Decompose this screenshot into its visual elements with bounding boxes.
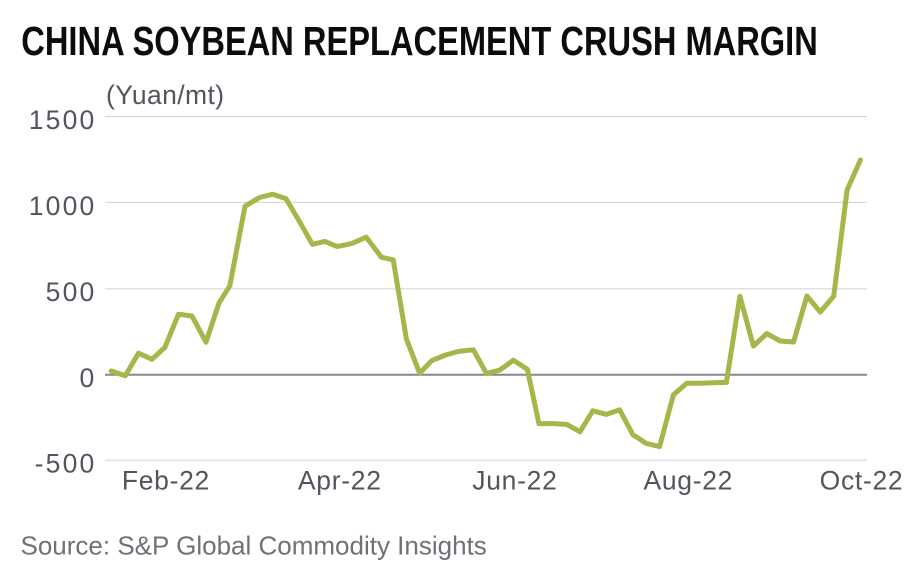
svg-text:Source: S&P Global Commodity I: Source: S&P Global Commodity Insights — [21, 531, 487, 561]
svg-text:0: 0 — [80, 363, 97, 393]
svg-text:CHINA SOYBEAN REPLACEMENT CRUS: CHINA SOYBEAN REPLACEMENT CRUSH MARGIN — [21, 18, 818, 63]
svg-text:Aug-22: Aug-22 — [643, 466, 733, 496]
svg-text:1500: 1500 — [29, 105, 97, 135]
svg-text:Jun-22: Jun-22 — [472, 466, 557, 496]
svg-text:-500: -500 — [35, 449, 97, 479]
svg-text:1000: 1000 — [29, 191, 97, 221]
svg-text:500: 500 — [46, 277, 97, 307]
svg-text:Apr-22: Apr-22 — [298, 466, 382, 496]
svg-text:Feb-22: Feb-22 — [122, 466, 210, 496]
svg-text:(Yuan/mt): (Yuan/mt) — [106, 80, 224, 110]
svg-text:Oct-22: Oct-22 — [820, 466, 904, 496]
